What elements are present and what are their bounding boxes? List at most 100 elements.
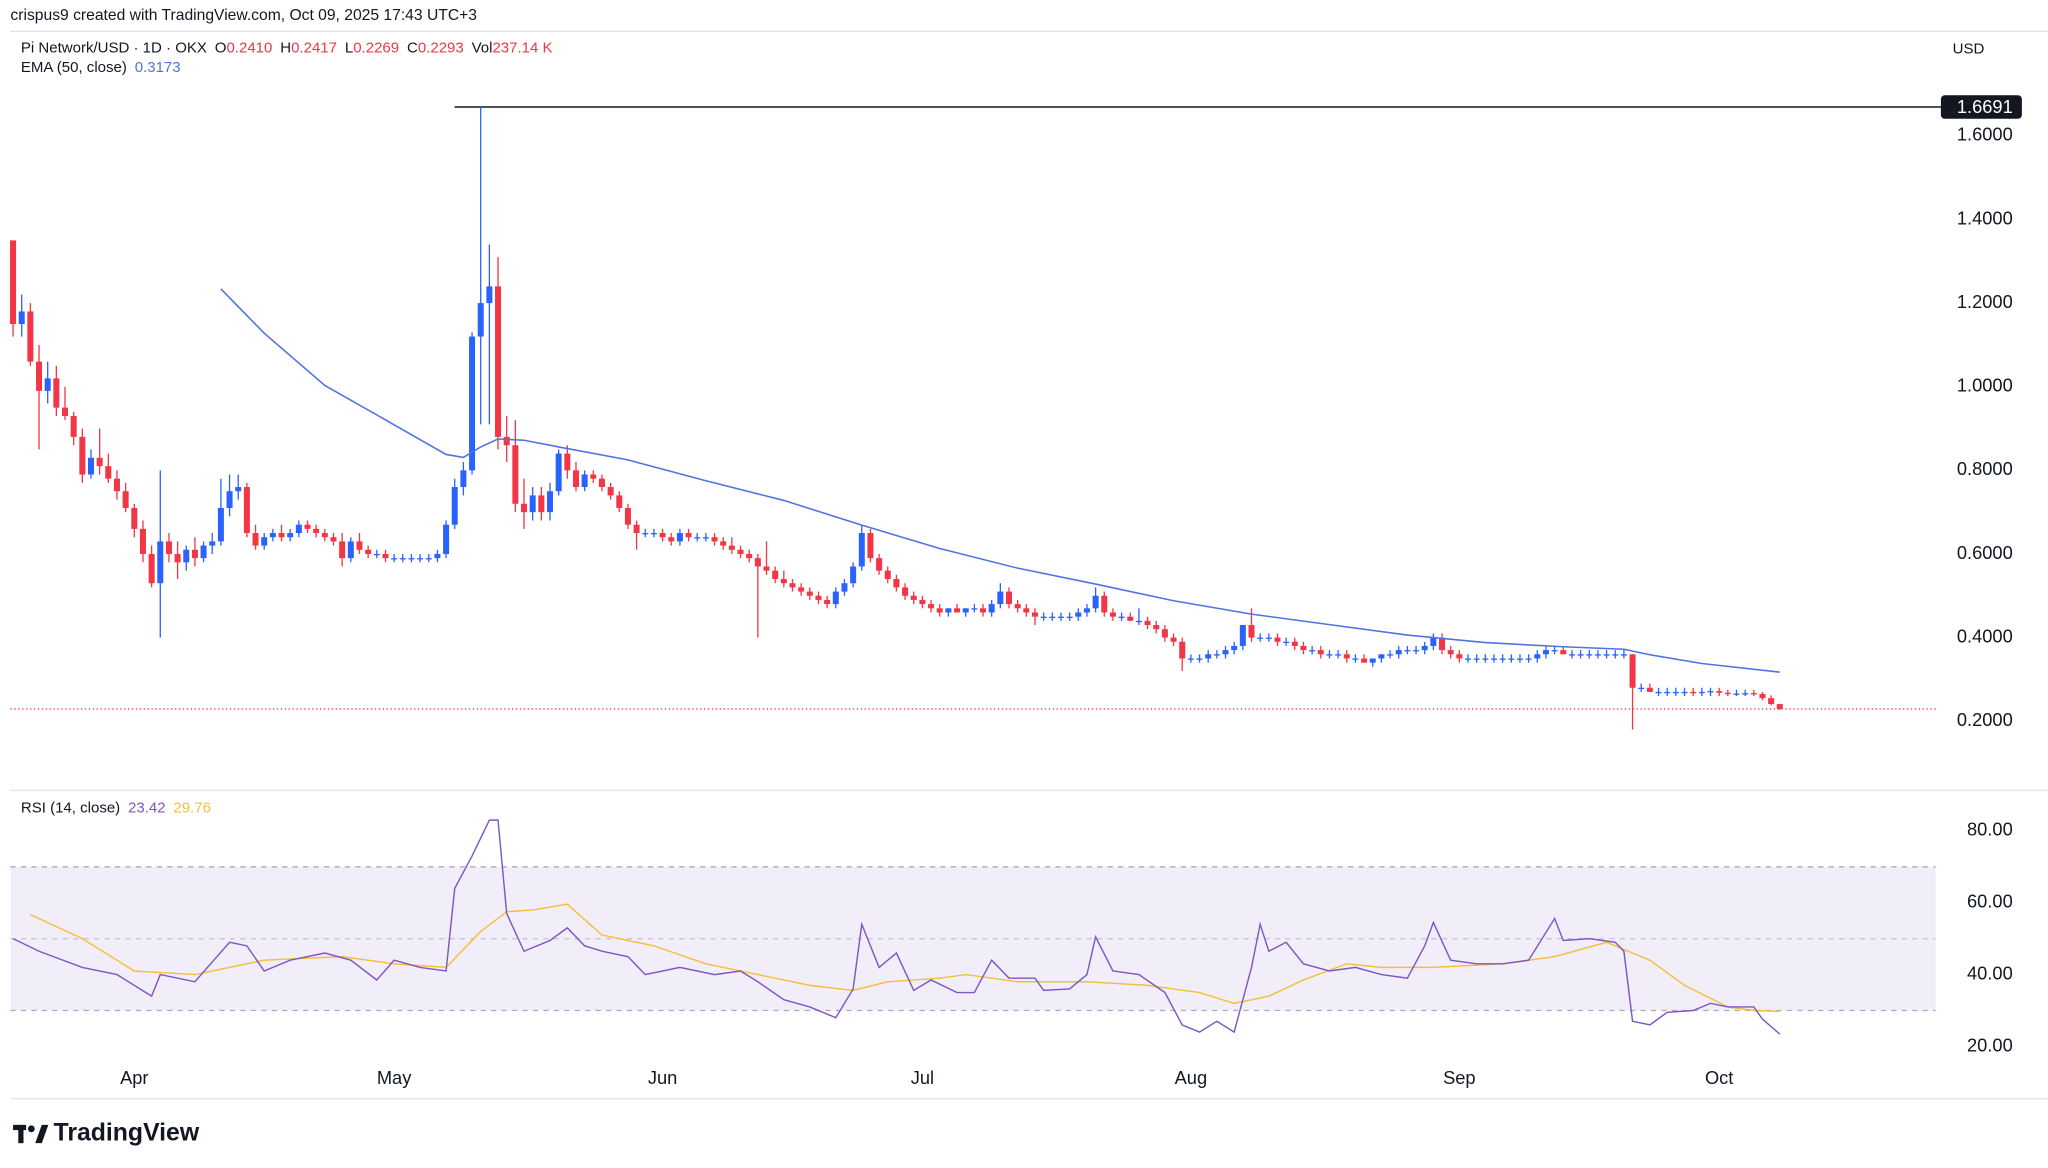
candle-body [633, 524, 640, 534]
candle-body [945, 608, 952, 613]
candle-body [1490, 658, 1497, 660]
candle-body [1672, 691, 1679, 694]
candle-body [1439, 637, 1446, 651]
candle-body [1499, 658, 1506, 660]
candle-body [1153, 625, 1160, 630]
candle-body [122, 491, 129, 508]
x-tick-label: Sep [1443, 1067, 1475, 1088]
candle-body [1664, 691, 1671, 694]
y-tick-label: 80.00 [1967, 819, 2013, 840]
logo-mark [35, 1124, 49, 1144]
candle-body [1127, 616, 1134, 621]
ema-value: 0.3173 [135, 59, 181, 76]
y-tick-label: 60.00 [1967, 891, 2013, 912]
candle-body [18, 311, 25, 325]
candle-body [434, 553, 441, 559]
candle-body [832, 591, 839, 605]
y-tick-label: 1.2000 [1957, 291, 2013, 312]
candle-body [971, 608, 978, 610]
candle-body [1144, 620, 1151, 626]
candle-body [53, 378, 60, 408]
candle-body [1014, 604, 1021, 609]
candle-body [598, 478, 605, 488]
candle-body [1170, 637, 1177, 642]
candle-body [469, 336, 476, 471]
candle-body [1413, 650, 1420, 652]
candle-body [746, 553, 753, 559]
candle-body [1508, 658, 1515, 660]
candle-body [798, 587, 805, 592]
candle-body [1465, 658, 1472, 660]
candle-body [893, 579, 900, 588]
candle-body [269, 533, 276, 538]
candle-body [936, 608, 943, 613]
candle-body [157, 541, 164, 584]
rsi-value: 23.42 [128, 800, 166, 817]
candle-body [1265, 637, 1272, 639]
candle-body [754, 558, 761, 567]
candle-body [443, 524, 450, 554]
candle-body [1239, 625, 1246, 646]
candle-body [382, 553, 389, 559]
candle-body [148, 553, 155, 584]
candle-body [313, 528, 320, 534]
candle-body [27, 311, 34, 362]
candle-body [1473, 658, 1480, 660]
legend-key: L [345, 39, 353, 56]
candle-body [685, 533, 692, 538]
candle-body [373, 553, 380, 556]
candle-body [495, 286, 502, 437]
rsi-title: RSI (14, close) [21, 800, 120, 817]
candle-body [174, 553, 181, 563]
candle-body [1335, 654, 1342, 656]
candle-body [1057, 616, 1064, 618]
candle-body [650, 533, 657, 535]
candle-body [1309, 650, 1316, 652]
candle-body [737, 549, 744, 554]
candle-body [555, 453, 562, 492]
candle-body [1326, 654, 1333, 656]
candle-body [1516, 658, 1523, 660]
candle-body [1620, 654, 1627, 656]
candle-body [1447, 650, 1454, 655]
candle-body [772, 570, 779, 580]
candle-body [1681, 691, 1688, 694]
candle-body [1118, 616, 1125, 618]
ema-legend: EMA (50, close) 0.3173 [21, 59, 181, 76]
candle-body [1603, 654, 1610, 656]
candle-body [928, 604, 935, 609]
legend: Pi Network/USD · 1D · OKX O0.2410 H0.2417 L… [21, 39, 553, 56]
candle-body [1040, 616, 1047, 618]
candle-body [902, 587, 909, 596]
candle-body [1690, 691, 1697, 694]
candle-body [460, 470, 467, 488]
legend-key: O [215, 39, 227, 56]
candle-body [36, 361, 43, 391]
candle-body [1083, 608, 1090, 613]
candle-body [139, 528, 146, 554]
candle-body [538, 495, 545, 513]
candle-body [1759, 694, 1766, 699]
candle-body [1750, 693, 1757, 695]
candle-body [1698, 691, 1705, 694]
candle-body [209, 541, 216, 546]
candle-body [217, 507, 224, 542]
candle-body [113, 478, 120, 492]
y-tick-label: 1.4000 [1957, 207, 2013, 228]
logo-mark [27, 1125, 35, 1133]
candle-body [1612, 654, 1619, 656]
candle-body [486, 286, 493, 304]
candle-body [1724, 692, 1731, 695]
candle-body [676, 533, 683, 542]
candle-body [1179, 641, 1186, 659]
candle-body [590, 474, 597, 479]
candle-body [997, 591, 1004, 605]
candle-body [1300, 645, 1307, 651]
candle-body [1274, 637, 1281, 642]
candle-body [261, 537, 268, 546]
candle-body [1586, 654, 1593, 656]
candle-body [564, 453, 571, 471]
candle-body [1525, 658, 1532, 660]
